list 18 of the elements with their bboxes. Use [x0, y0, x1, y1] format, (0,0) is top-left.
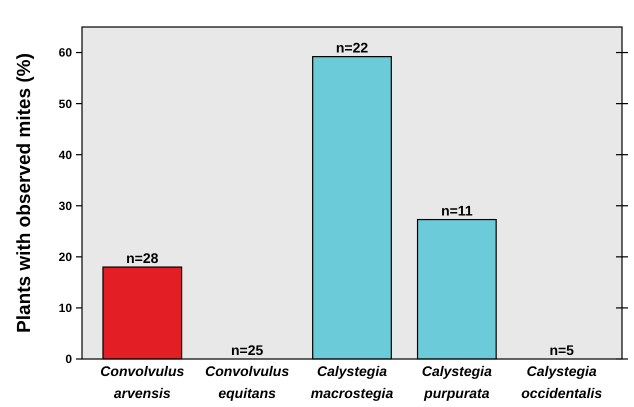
y-tick-label: 50: [58, 96, 72, 111]
y-tick-label: 30: [58, 198, 72, 213]
x-tick-label: Calystegia purpurata: [422, 363, 492, 401]
x-tick-label: Convolvulus equitans: [205, 363, 290, 401]
y-tick-label: 40: [58, 148, 72, 162]
x-tick-label: Calystegia occidentalis: [521, 363, 602, 401]
x-tick-label: Convolvulus arvensis: [100, 363, 185, 401]
annotation: n=25: [230, 342, 264, 358]
y-axis-title: Plants with observed mites (%): [14, 53, 35, 333]
y-tick-label: 60: [58, 46, 72, 60]
y-tick-label: 0: [65, 352, 72, 366]
annotation: n=5: [549, 342, 574, 358]
annotation: n=22: [336, 40, 368, 56]
annotation: n=28: [126, 250, 159, 266]
y-tick-label: 20: [58, 250, 72, 264]
annotation: n=11: [441, 202, 473, 219]
x-tick-label: Calystegia macrostegia: [310, 363, 394, 401]
y-tick-label: 10: [58, 301, 72, 316]
